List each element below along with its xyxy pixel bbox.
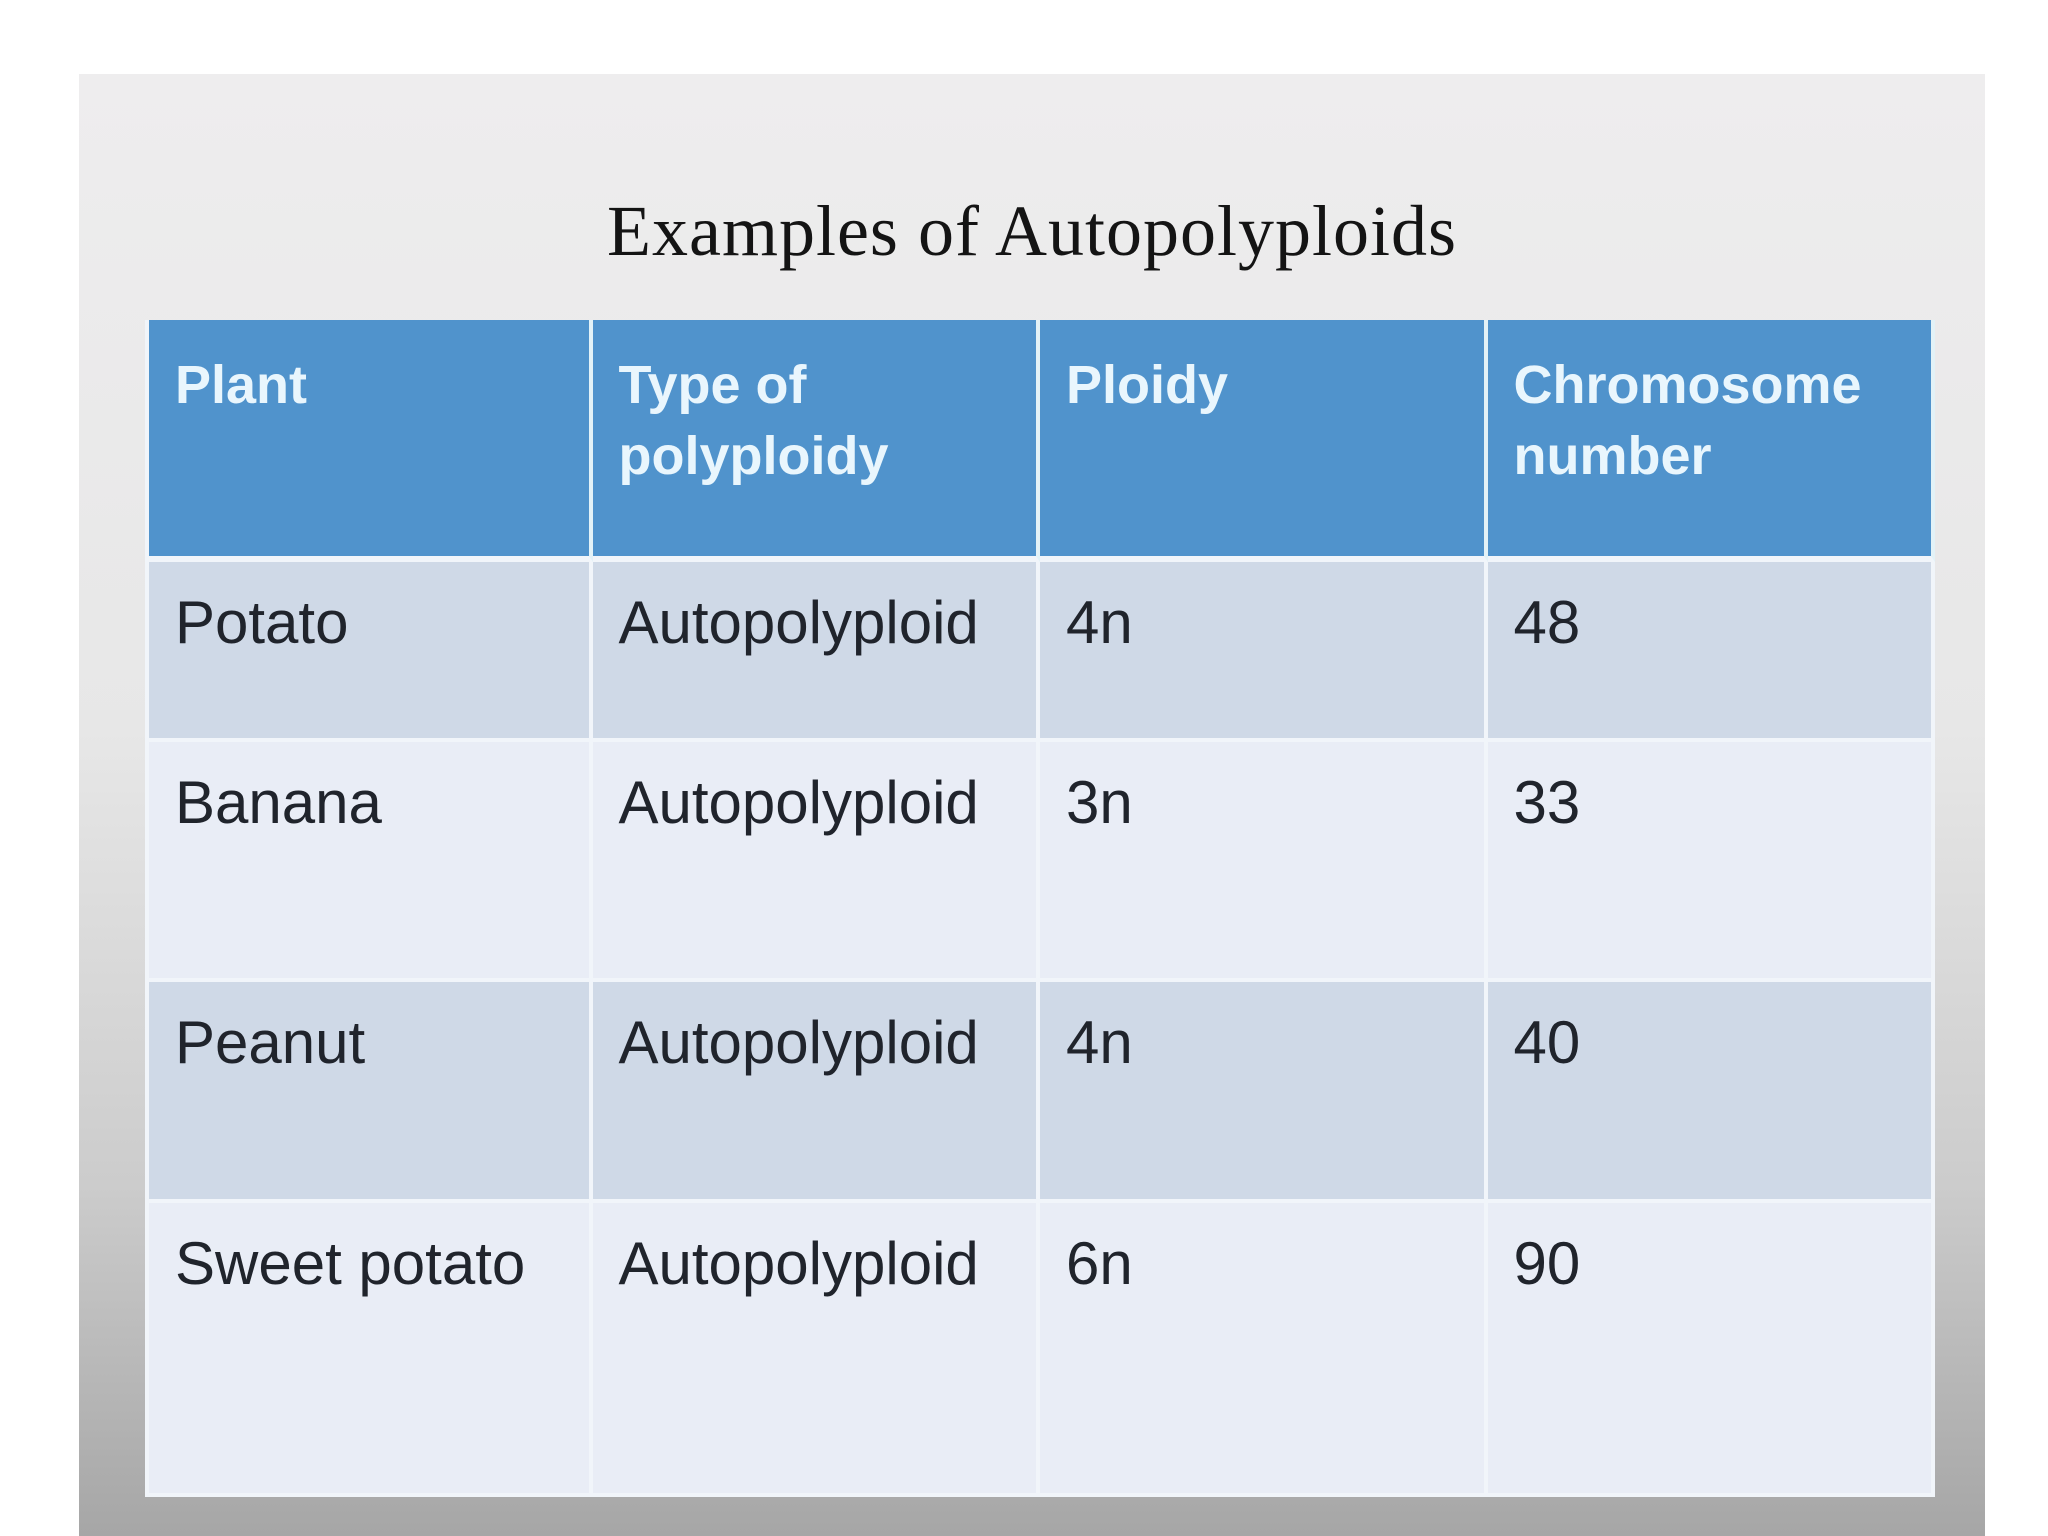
table-row: Potato Autopolyploid 4n 48 [145, 562, 1935, 742]
header-row: Plant Type of polyploidy Ploidy Chromoso… [145, 320, 1935, 562]
table-cell-plant: Banana [145, 742, 593, 982]
table-cell-chromosome-number: 90 [1487, 1203, 1935, 1497]
table-cell-type: Autopolyploid [592, 562, 1040, 742]
table-cell-type: Autopolyploid [592, 982, 1040, 1203]
table-row: Banana Autopolyploid 3n 33 [145, 742, 1935, 982]
table-cell-plant: Peanut [145, 982, 593, 1203]
table-cell-type: Autopolyploid [592, 1203, 1040, 1497]
table-cell-chromosome-number: 40 [1487, 982, 1935, 1203]
table-row: Sweet potato Autopolyploid 6n 90 [145, 1203, 1935, 1497]
table-cell-plant: Potato [145, 562, 593, 742]
column-header-plant: Plant [145, 320, 593, 562]
table-cell-ploidy: 6n [1040, 1203, 1488, 1497]
table-cell-chromosome-number: 33 [1487, 742, 1935, 982]
table-cell-type: Autopolyploid [592, 742, 1040, 982]
table-cell-ploidy: 3n [1040, 742, 1488, 982]
table-cell-ploidy: 4n [1040, 562, 1488, 742]
column-header-chromosome-number: Chromosome number [1487, 320, 1935, 562]
table-row: Peanut Autopolyploid 4n 40 [145, 982, 1935, 1203]
table-cell-chromosome-number: 48 [1487, 562, 1935, 742]
table-cell-plant: Sweet potato [145, 1203, 593, 1497]
column-header-ploidy: Ploidy [1040, 320, 1488, 562]
slide-canvas: Examples of Autopolyploids Plant Type of… [79, 74, 1985, 1536]
page-title: Examples of Autopolyploids [607, 191, 1457, 271]
table-header: Plant Type of polyploidy Ploidy Chromoso… [145, 320, 1935, 562]
autopolyploids-table: Plant Type of polyploidy Ploidy Chromoso… [145, 320, 1935, 1497]
table-body: Potato Autopolyploid 4n 48 Banana Autopo… [145, 562, 1935, 1497]
table-cell-ploidy: 4n [1040, 982, 1488, 1203]
column-header-type-of-polyploidy: Type of polyploidy [592, 320, 1040, 562]
